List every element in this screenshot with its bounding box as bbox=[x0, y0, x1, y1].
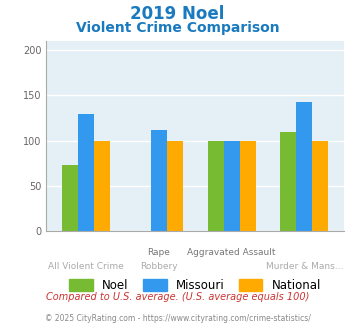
Bar bbox=[62, 165, 78, 231]
Text: Aggravated Assault: Aggravated Assault bbox=[187, 248, 276, 257]
Bar bbox=[224, 141, 240, 231]
Text: All Violent Crime: All Violent Crime bbox=[48, 262, 124, 271]
Text: Robbery: Robbery bbox=[140, 262, 178, 271]
Bar bbox=[312, 141, 328, 231]
Text: Murder & Mans...: Murder & Mans... bbox=[266, 262, 343, 271]
Text: Rape: Rape bbox=[147, 248, 170, 257]
Bar bbox=[240, 141, 256, 231]
Text: Compared to U.S. average. (U.S. average equals 100): Compared to U.S. average. (U.S. average … bbox=[46, 292, 309, 302]
Text: Violent Crime Comparison: Violent Crime Comparison bbox=[76, 21, 279, 35]
Text: 2019 Noel: 2019 Noel bbox=[130, 5, 225, 23]
Bar bbox=[280, 132, 296, 231]
Bar bbox=[78, 114, 94, 231]
Text: © 2025 CityRating.com - https://www.cityrating.com/crime-statistics/: © 2025 CityRating.com - https://www.city… bbox=[45, 314, 310, 323]
Bar bbox=[167, 141, 183, 231]
Bar bbox=[151, 130, 167, 231]
Legend: Noel, Missouri, National: Noel, Missouri, National bbox=[65, 274, 326, 297]
Bar bbox=[94, 141, 110, 231]
Bar bbox=[208, 141, 224, 231]
Bar bbox=[296, 102, 312, 231]
